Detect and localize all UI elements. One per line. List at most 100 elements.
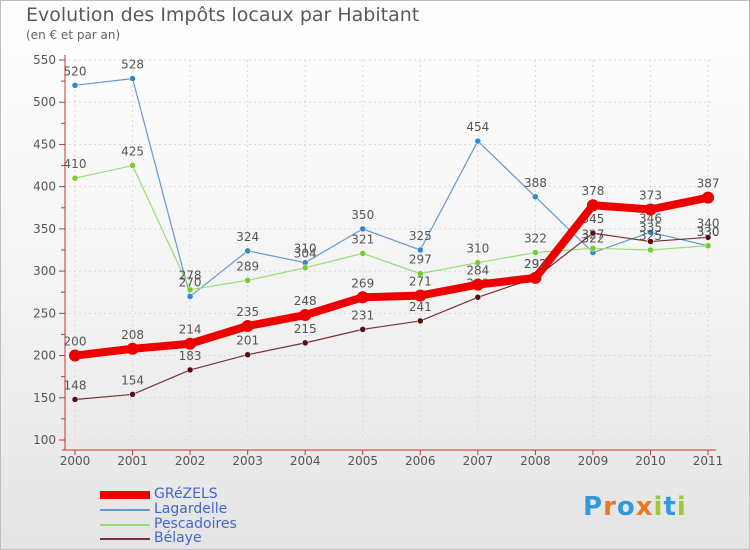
data-label-pescadoires: 425	[121, 145, 144, 159]
y-tick-label: 350	[33, 222, 56, 236]
data-label-lagardelle: 528	[121, 58, 144, 72]
data-label-lagardelle: 520	[64, 64, 87, 78]
data-point-b-laye	[704, 234, 712, 241]
data-label-lagardelle: 454	[466, 120, 489, 134]
data-point-lagardelle	[532, 193, 539, 201]
data-label-gr-zels: 292	[524, 257, 547, 271]
data-point-b-laye	[474, 294, 482, 301]
data-point-b-laye	[359, 326, 366, 333]
x-tick-label: 2010	[635, 454, 666, 468]
data-label-gr-zels: 284	[466, 264, 489, 278]
data-point-b-laye	[186, 366, 194, 374]
data-label-gr-zels: 200	[64, 335, 87, 349]
logo-letter: o	[616, 492, 636, 522]
data-point-gr-zels	[299, 309, 312, 322]
data-label-b-laye: 148	[64, 378, 87, 392]
legend-label-grezels: GRéZELS	[154, 486, 218, 502]
data-point-gr-zels	[69, 349, 81, 362]
data-point-pescadoires	[71, 174, 79, 182]
legend-swatch-pescadoires	[100, 524, 150, 526]
data-label-b-laye: 154	[121, 373, 144, 387]
data-label-lagardelle: 346	[639, 211, 662, 225]
logo-letter: i	[676, 492, 687, 522]
data-point-lagardelle	[359, 225, 366, 233]
x-tick-label: 2005	[347, 454, 378, 468]
data-point-lagardelle	[244, 247, 251, 255]
data-label-lagardelle: 310	[294, 242, 317, 256]
data-point-b-laye	[589, 229, 597, 237]
data-label-pescadoires: 322	[524, 232, 547, 246]
data-point-lagardelle	[417, 246, 424, 254]
data-label-lagardelle: 330	[697, 225, 720, 239]
data-label-pescadoires: 297	[409, 253, 432, 267]
legend-label-pescadoires: Pescadoires	[154, 516, 237, 532]
legend-swatch-lagardelle	[100, 509, 150, 511]
data-point-pescadoires	[417, 270, 424, 277]
data-label-gr-zels: 248	[294, 294, 317, 308]
y-tick-label: 500	[33, 95, 56, 109]
chart-title: Evolution des Impôts locaux par Habitant	[26, 4, 420, 26]
data-point-lagardelle	[71, 82, 79, 89]
x-tick-label: 2006	[405, 454, 436, 468]
data-label-pescadoires: 330	[697, 225, 720, 239]
data-label-pescadoires: 304	[294, 247, 317, 261]
y-tick-label: 450	[33, 137, 56, 151]
data-point-gr-zels	[644, 203, 657, 216]
data-label-gr-zels: 235	[236, 305, 259, 319]
x-tick-label: 2002	[175, 454, 206, 468]
data-point-b-laye	[71, 396, 79, 403]
data-label-b-laye: 183	[179, 349, 202, 363]
data-point-gr-zels	[414, 289, 427, 302]
data-point-gr-zels	[586, 199, 599, 212]
data-label-pescadoires: 325	[639, 229, 662, 243]
x-tick-label: 2000	[60, 454, 91, 468]
data-label-lagardelle: 350	[351, 208, 374, 222]
data-label-pescadoires: 410	[64, 157, 87, 171]
x-tick-label: 2011	[693, 454, 724, 468]
x-tick-label: 2007	[463, 454, 494, 468]
y-tick-label: 100	[33, 433, 56, 447]
data-label-b-laye: 241	[409, 300, 432, 314]
data-point-pescadoires	[589, 245, 597, 252]
data-label-b-laye: 215	[294, 322, 317, 336]
x-tick-label: 2004	[290, 454, 321, 468]
data-label-pescadoires: 289	[236, 259, 259, 273]
data-label-lagardelle: 324	[236, 230, 259, 244]
data-label-gr-zels: 378	[581, 184, 604, 198]
data-label-b-laye: 231	[351, 308, 374, 322]
logo-letter: t	[663, 492, 677, 522]
data-point-b-laye	[647, 238, 654, 245]
data-label-gr-zels: 214	[179, 323, 202, 337]
data-point-b-laye	[417, 317, 424, 325]
x-tick-label: 2001	[117, 454, 148, 468]
legend-label-lagardelle: Lagardelle	[154, 501, 228, 517]
data-label-gr-zels: 373	[639, 188, 662, 202]
data-label-gr-zels: 269	[351, 276, 374, 290]
y-tick-label: 300	[33, 264, 56, 278]
chart-subtitle: (en € et par an)	[26, 28, 121, 42]
data-point-pescadoires	[474, 259, 482, 266]
data-label-gr-zels: 208	[121, 328, 144, 342]
y-tick-label: 200	[33, 349, 56, 363]
data-point-lagardelle	[129, 75, 136, 82]
data-point-pescadoires	[647, 246, 654, 254]
data-point-gr-zels	[241, 320, 254, 332]
legend-label-belaye: Bélaye	[154, 530, 202, 546]
data-point-lagardelle	[474, 137, 482, 145]
x-tick-label: 2003	[232, 454, 263, 468]
data-point-pescadoires	[186, 286, 194, 293]
logo-letter: P	[583, 492, 604, 522]
data-point-pescadoires	[244, 277, 251, 284]
x-tick-label: 2008	[520, 454, 551, 468]
data-point-pescadoires	[129, 162, 136, 169]
legend-swatch-grezels	[100, 491, 150, 499]
data-point-lagardelle	[186, 293, 194, 300]
data-point-pescadoires	[301, 264, 309, 271]
series-line-b-laye	[74, 232, 709, 401]
y-tick-label: 250	[33, 306, 56, 320]
data-point-lagardelle	[647, 229, 654, 236]
data-point-pescadoires	[532, 249, 539, 256]
data-label-b-laye: 340	[697, 216, 720, 230]
